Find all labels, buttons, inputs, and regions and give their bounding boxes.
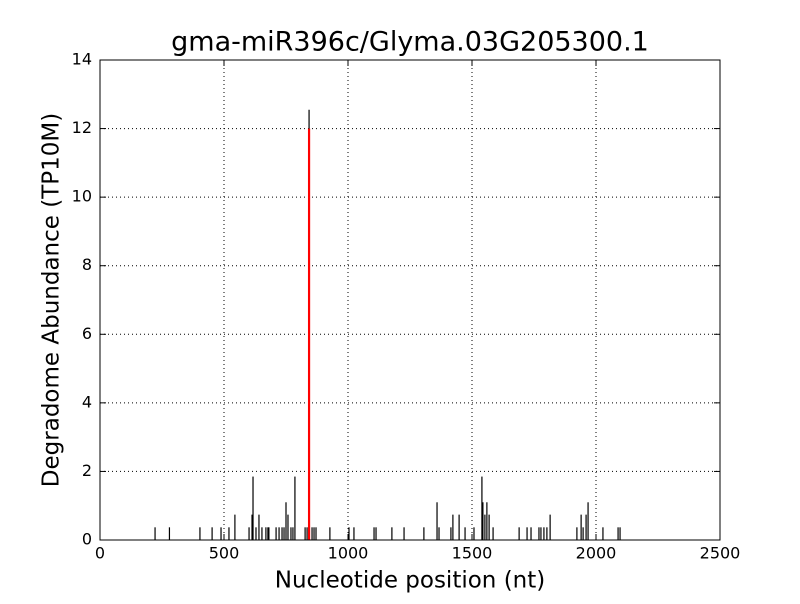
y-axis-label: Degradome Abundance (TP10M) (39, 113, 65, 487)
x-tick-label: 1500 (452, 544, 493, 563)
y-tick-label: 12 (72, 118, 92, 137)
x-tick-label: 0 (95, 544, 105, 563)
x-axis-label: Nucleotide position (nt) (275, 568, 545, 594)
y-tick-label: 10 (72, 187, 92, 206)
y-tick-label: 4 (82, 392, 92, 411)
x-tick-label: 2500 (700, 544, 741, 563)
plot-frame (99, 59, 721, 541)
y-tick-label: 2 (82, 461, 92, 480)
y-tick-label: 6 (82, 324, 92, 343)
y-tick-label: 0 (82, 530, 92, 549)
x-tick-label: 1000 (328, 544, 369, 563)
chart-title: gma-miR396c/Glyma.03G205300.1 (171, 27, 649, 58)
y-tick-label: 14 (72, 50, 92, 69)
x-tick-label: 500 (209, 544, 240, 563)
x-tick-label: 2000 (576, 544, 617, 563)
y-tick-label: 8 (82, 255, 92, 274)
